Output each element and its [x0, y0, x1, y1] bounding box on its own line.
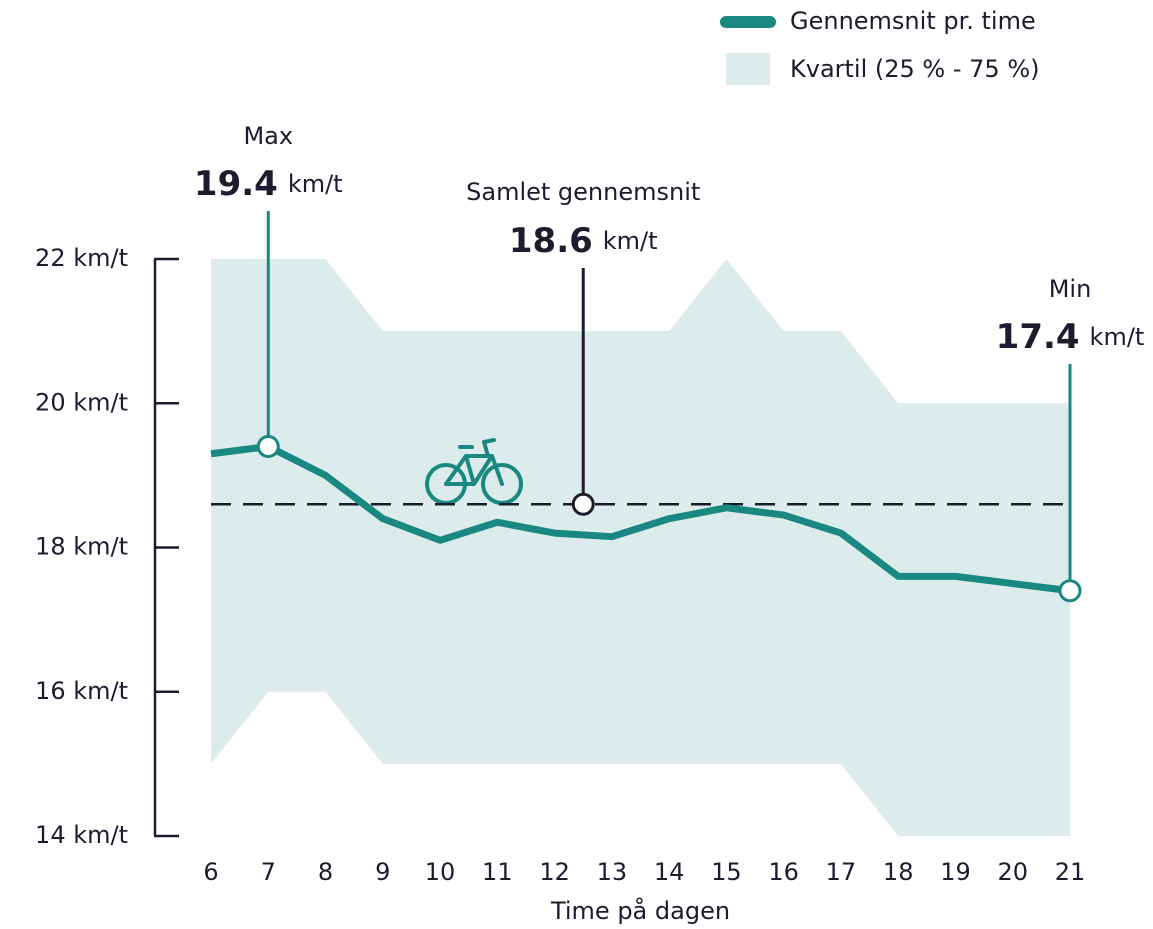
- x-tick-label: 20: [997, 858, 1028, 886]
- quartile-band: [211, 259, 1070, 836]
- legend-label: Kvartil (25 % - 75 %): [790, 55, 1039, 83]
- y-tick-label: 18 km/t: [35, 533, 128, 561]
- legend-band-swatch: [726, 53, 770, 85]
- x-tick-label: 19: [940, 858, 971, 886]
- x-tick-label: 10: [425, 858, 456, 886]
- annotation-value: 19.4: [194, 164, 278, 204]
- annotation-value: 17.4: [996, 317, 1080, 357]
- annotation-unit: km/t: [1090, 323, 1145, 351]
- annotation-unit: km/t: [603, 227, 658, 255]
- annotation-unit: km/t: [288, 170, 343, 198]
- x-tick-label: 11: [482, 858, 513, 886]
- x-tick-label: 9: [375, 858, 390, 886]
- annotation-marker: [1058, 579, 1082, 603]
- y-tick-label: 14 km/t: [35, 821, 128, 849]
- annotation-value-group: 19.4 km/t: [194, 164, 343, 204]
- annotation-label: Samlet gennemsnit: [466, 178, 700, 206]
- x-tick-label: 15: [711, 858, 742, 886]
- x-tick-label: 18: [883, 858, 914, 886]
- x-tick-label: 14: [654, 858, 685, 886]
- x-tick-label: 8: [318, 858, 333, 886]
- annotation-label: Min: [1049, 275, 1092, 303]
- annotation-marker: [571, 492, 595, 516]
- y-tick-label: 22 km/t: [35, 244, 128, 272]
- annotation-value-group: 18.6 km/t: [509, 221, 658, 261]
- y-tick-label: 16 km/t: [35, 677, 128, 705]
- x-tick-label: 16: [768, 858, 799, 886]
- legend-label: Gennemsnit pr. time: [790, 7, 1036, 35]
- annotation-value-group: 17.4 km/t: [996, 317, 1145, 357]
- x-tick-label: 7: [261, 858, 276, 886]
- annotation-marker: [256, 435, 280, 459]
- annotation-value: 18.6: [509, 221, 593, 261]
- x-tick-label: 13: [597, 858, 628, 886]
- x-tick-label: 12: [539, 858, 570, 886]
- x-axis-label: Time på dagen: [550, 896, 730, 925]
- annotation-label: Max: [243, 122, 293, 150]
- x-tick-label: 6: [203, 858, 218, 886]
- x-tick-label: 21: [1055, 858, 1086, 886]
- series-line: [210, 443, 1071, 595]
- y-tick-label: 20 km/t: [35, 388, 128, 416]
- x-tick-label: 17: [826, 858, 857, 886]
